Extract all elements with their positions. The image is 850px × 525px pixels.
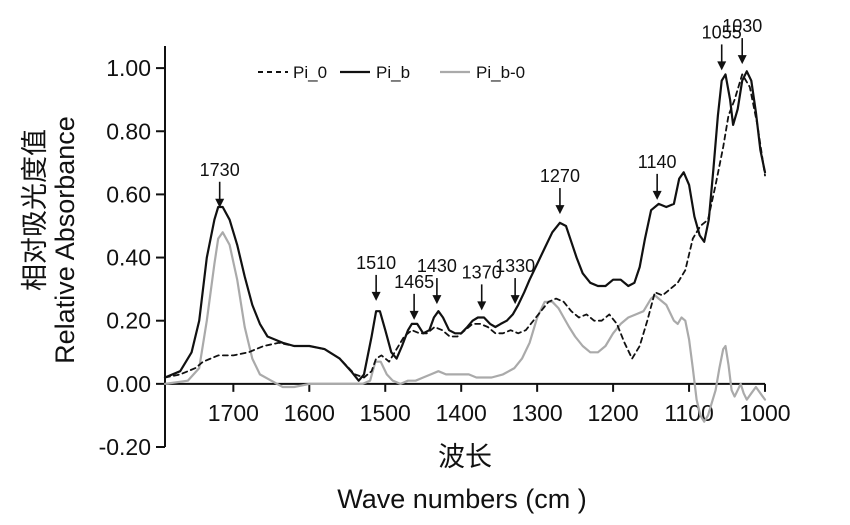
x-tick-label: 1000 [739, 400, 790, 426]
peak-annotation-1270: 1270 [540, 166, 580, 215]
peak-label: 1030 [722, 16, 762, 36]
y-tick-label: 0.00 [106, 371, 151, 397]
peak-arrow-head [555, 205, 565, 215]
legend-label-pi-b: Pi_b [376, 63, 410, 82]
x-axis-title-chinese: 波长 [438, 442, 492, 473]
peak-annotation-1430: 1430 [417, 256, 457, 305]
series-line-pi-0 [164, 73, 766, 379]
peak-label: 1370 [462, 262, 502, 282]
peak-label: 1330 [495, 256, 535, 276]
peak-label: 1430 [417, 256, 457, 276]
x-tick-label: 1200 [588, 400, 639, 426]
x-tick-label: 1300 [512, 400, 563, 426]
y-axis-title: Relative Absorbance [50, 116, 80, 364]
y-tick-label: 0.60 [106, 181, 151, 207]
legend: Pi_0 Pi_b Pi_b-0 [258, 63, 525, 82]
peak-arrow-head [510, 295, 520, 305]
peak-arrow-head [717, 61, 727, 71]
y-axis-title-chinese: 相对吸光度值 [20, 129, 51, 291]
peak-label: 1140 [638, 152, 677, 172]
peak-label: 1465 [394, 272, 434, 292]
y-tick-label: 0.80 [106, 118, 151, 144]
peak-annotation-1730: 1730 [200, 160, 240, 208]
peak-arrow-head [215, 198, 225, 208]
x-tick-group: 1700 1600 1500 1400 1300 1200 1100 1000 [208, 383, 791, 426]
peak-arrow-head [737, 55, 747, 65]
peak-annotation-1140: 1140 [638, 152, 677, 200]
y-tick-label: 0.40 [106, 245, 151, 271]
y-tick-label: 1.00 [106, 55, 151, 81]
legend-label-pi-b-0: Pi_b-0 [476, 63, 525, 82]
x-tick-label: 1700 [208, 400, 259, 426]
peak-label: 1510 [356, 253, 396, 273]
peak-arrow-head [409, 310, 419, 320]
peak-annotation-1465: 1465 [394, 272, 434, 320]
series-layer [163, 70, 767, 423]
y-tick-label: -0.20 [99, 434, 151, 460]
peak-label: 1730 [200, 160, 240, 180]
peak-arrow-head [477, 301, 487, 311]
peak-label: 1055 [702, 22, 742, 42]
x-tick-label: 1600 [284, 400, 335, 426]
peak-annotation-1030: 1030 [722, 16, 762, 65]
x-axis-title: Wave numbers (cm ) [337, 484, 587, 514]
series-line-pi-b-0 [163, 231, 767, 423]
peak-arrow-head [432, 295, 442, 305]
y-tick-label: 0.20 [106, 308, 151, 334]
x-tick-label: 1400 [436, 400, 487, 426]
peak-annotation-1510: 1510 [356, 253, 396, 301]
peak-arrow-head [652, 190, 662, 200]
x-tick-label: 1500 [360, 400, 411, 426]
peak-arrow-head [371, 291, 381, 301]
peak-annotation-1055: 1055 [702, 22, 742, 71]
y-tick-group: -0.20 0.00 0.20 0.40 0.60 0.80 1.00 [99, 55, 165, 460]
legend-label-pi-0: Pi_0 [293, 63, 327, 82]
peak-annotation-1330: 1330 [495, 256, 535, 305]
peak-annotation-1370: 1370 [462, 262, 502, 311]
axes-layer [164, 46, 765, 447]
peak-label: 1270 [540, 166, 580, 186]
x-tick-label: 1100 [664, 400, 713, 426]
series-line-pi-b [163, 70, 767, 382]
